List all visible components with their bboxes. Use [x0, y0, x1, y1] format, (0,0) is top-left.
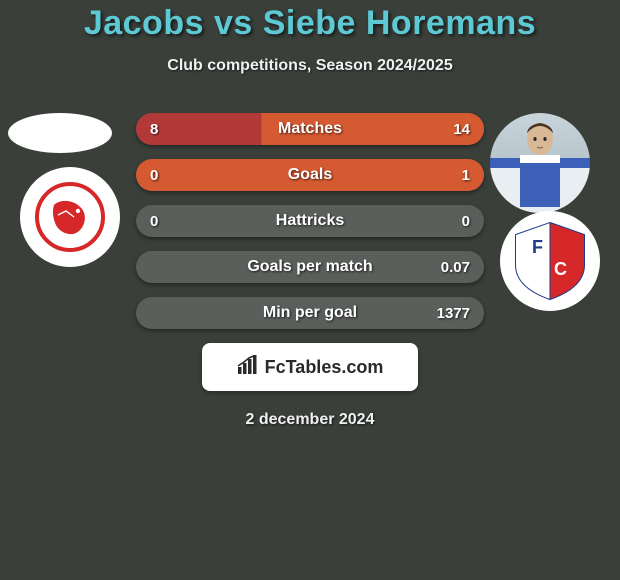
stat-value-right: 1377	[430, 305, 470, 322]
stat-value-left: 0	[150, 213, 190, 230]
brand-text: FcTables.com	[265, 357, 384, 378]
stat-row: Goals per match 0.07	[136, 251, 484, 283]
stat-label: Goals per match	[247, 258, 372, 276]
comparison-card: Jacobs vs Siebe Horemans Club competitio…	[0, 0, 620, 429]
stat-label: Matches	[278, 120, 342, 138]
comparison-body: F C 8 Matches 14 0 Goals 1 0 Hattricks 0 Goals pe…	[0, 113, 620, 329]
stat-label: Goals	[288, 166, 332, 184]
stat-row: 8 Matches 14	[136, 113, 484, 145]
stat-value-right: 0	[430, 213, 470, 230]
stat-row: 0 Goals 1	[136, 159, 484, 191]
chart-icon	[237, 355, 259, 380]
club-right-badge: F C	[500, 211, 600, 311]
stat-value-right: 14	[430, 121, 470, 138]
stat-row: Min per goal 1377	[136, 297, 484, 329]
player-left-avatar	[8, 113, 112, 153]
player-right-avatar	[490, 113, 590, 213]
date-label: 2 december 2024	[0, 411, 620, 429]
svg-text:C: C	[554, 259, 567, 279]
stat-value-right: 1	[430, 167, 470, 184]
almere-city-logo-icon	[35, 182, 105, 252]
stat-value-right: 0.07	[430, 259, 470, 276]
stat-row: 0 Hattricks 0	[136, 205, 484, 237]
club-left-badge	[20, 167, 120, 267]
svg-text:F: F	[532, 237, 543, 257]
brand-badge: FcTables.com	[202, 343, 418, 391]
stat-value-left: 8	[150, 121, 190, 138]
page-title: Jacobs vs Siebe Horemans	[0, 4, 620, 43]
stat-value-left: 0	[150, 167, 190, 184]
stat-label: Min per goal	[263, 304, 357, 322]
subtitle: Club competitions, Season 2024/2025	[0, 57, 620, 75]
stats-list: 8 Matches 14 0 Goals 1 0 Hattricks 0 Goals per ma…	[136, 113, 484, 329]
stat-label: Hattricks	[276, 212, 344, 230]
fc-utrecht-logo-icon: F C	[514, 221, 586, 301]
